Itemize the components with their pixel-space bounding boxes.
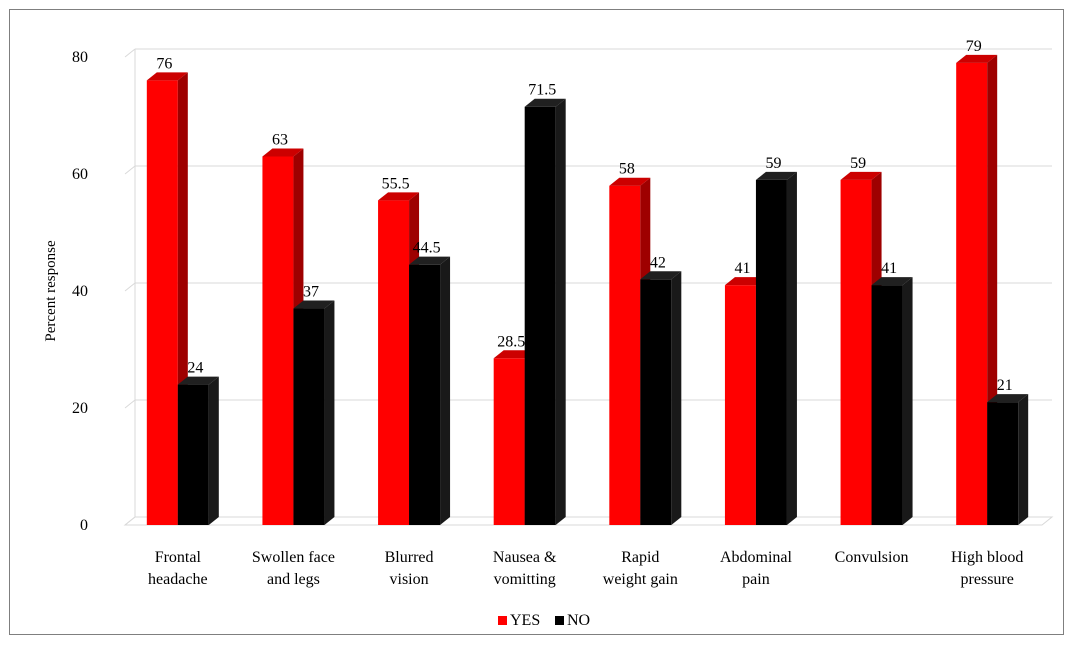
- legend-swatch: [498, 616, 507, 625]
- bar-top: [755, 171, 797, 180]
- bar-side: [324, 300, 335, 525]
- category-labels: Frontal headache Swollen face and legs Blurr…: [148, 549, 1023, 588]
- bar-front: [146, 80, 178, 526]
- bar-side: [902, 277, 913, 525]
- bar-front: [987, 402, 1019, 525]
- bar-top: [409, 256, 451, 265]
- category-label: Nausea & vomitting: [493, 549, 557, 588]
- data-label: 42: [650, 254, 666, 271]
- bar-front: [293, 308, 325, 525]
- bar-top: [724, 277, 766, 286]
- y-tick-label: 20: [72, 400, 88, 417]
- bar-top: [493, 350, 535, 359]
- bar-top: [640, 271, 682, 280]
- category-label: High blood pressure: [951, 549, 1023, 588]
- category-label: Frontal headache: [148, 549, 208, 588]
- category-label: Rapid weight gain: [603, 549, 678, 588]
- bar-top: [262, 148, 304, 157]
- bar-side: [208, 376, 219, 525]
- bar-yes: [609, 177, 651, 525]
- data-labels: 76 63 55.5 28.5 58 41 59 79 24 37 44.5 71.5 42 59 41 21: [156, 38, 1012, 394]
- data-label: 55.5: [382, 175, 410, 192]
- bar-front: [493, 358, 525, 525]
- gridline-diag: [124, 165, 136, 175]
- bar-front: [409, 264, 441, 525]
- data-label: 37: [303, 284, 319, 301]
- category-label: Convulsion: [835, 549, 909, 566]
- bar-no: [293, 300, 335, 525]
- data-label: 44.5: [413, 240, 441, 257]
- legend-swatch: [555, 616, 564, 625]
- bar-top: [871, 277, 913, 286]
- bar-front: [640, 279, 672, 525]
- y-tick-labels: 0 20 40 60 80: [72, 49, 88, 534]
- category-label: Abdominal pain: [720, 549, 793, 588]
- data-label: 71.5: [528, 82, 556, 99]
- bar-front: [724, 285, 756, 525]
- bar-chart: 0 20 40 60 80 Percent response 76 63 55.5 28.5 5…: [43, 38, 1054, 629]
- category-label: Blurred vision: [385, 549, 434, 588]
- bar-front: [524, 106, 556, 525]
- legend-label: YES: [510, 612, 540, 629]
- bar-front: [378, 200, 410, 525]
- bar-no: [409, 256, 451, 525]
- gridline-diag: [124, 48, 136, 58]
- y-tick-label: 0: [80, 517, 88, 534]
- bar-no: [987, 394, 1029, 525]
- data-label: 59: [765, 155, 781, 172]
- bar-front: [262, 156, 294, 525]
- bar-front: [755, 179, 787, 525]
- bars: [146, 54, 1029, 526]
- bar-top: [177, 376, 219, 385]
- data-label: 41: [734, 260, 750, 277]
- bar-top: [609, 177, 651, 186]
- data-label: 59: [850, 155, 866, 172]
- bar-front: [609, 185, 641, 525]
- bar-side: [1018, 394, 1029, 525]
- bar-top: [524, 98, 566, 107]
- data-label: 24: [187, 360, 203, 377]
- category-label: Swollen face and legs: [252, 549, 335, 588]
- data-label: 76: [156, 55, 172, 72]
- y-tick-label: 40: [72, 283, 88, 300]
- bar-no: [871, 277, 913, 525]
- bar-top: [146, 72, 188, 81]
- bar-side: [440, 256, 451, 525]
- bar-top: [840, 171, 882, 180]
- bar-front: [956, 62, 988, 525]
- data-label: 41: [881, 260, 897, 277]
- legend: YES NO: [498, 612, 590, 629]
- legend-label: NO: [567, 612, 590, 629]
- bar-top: [987, 394, 1029, 403]
- data-label: 79: [966, 38, 982, 55]
- gridline-diag: [124, 399, 136, 409]
- chart-frame: 0 20 40 60 80 Percent response 76 63 55.5 28.5 5…: [9, 9, 1064, 635]
- bar-side: [786, 171, 797, 525]
- bar-no: [755, 171, 797, 525]
- gridline-diag: [124, 282, 136, 292]
- bar-top: [378, 192, 420, 201]
- bar-top: [956, 54, 998, 63]
- bar-front: [840, 179, 872, 525]
- bar-no: [524, 98, 566, 525]
- data-label: 28.5: [497, 333, 525, 350]
- bar-side: [555, 98, 566, 525]
- y-tick-label: 80: [72, 49, 88, 66]
- data-label: 63: [272, 131, 288, 148]
- y-tick-label: 60: [72, 166, 88, 183]
- bar-front: [177, 384, 209, 525]
- bar-no: [640, 271, 682, 525]
- bar-top: [293, 300, 335, 309]
- bar-front: [871, 285, 903, 525]
- bar-no: [177, 376, 219, 525]
- y-axis-title: Percent response: [43, 240, 59, 342]
- data-label: 58: [619, 161, 635, 178]
- bar-side: [671, 271, 682, 525]
- data-label: 21: [997, 377, 1013, 394]
